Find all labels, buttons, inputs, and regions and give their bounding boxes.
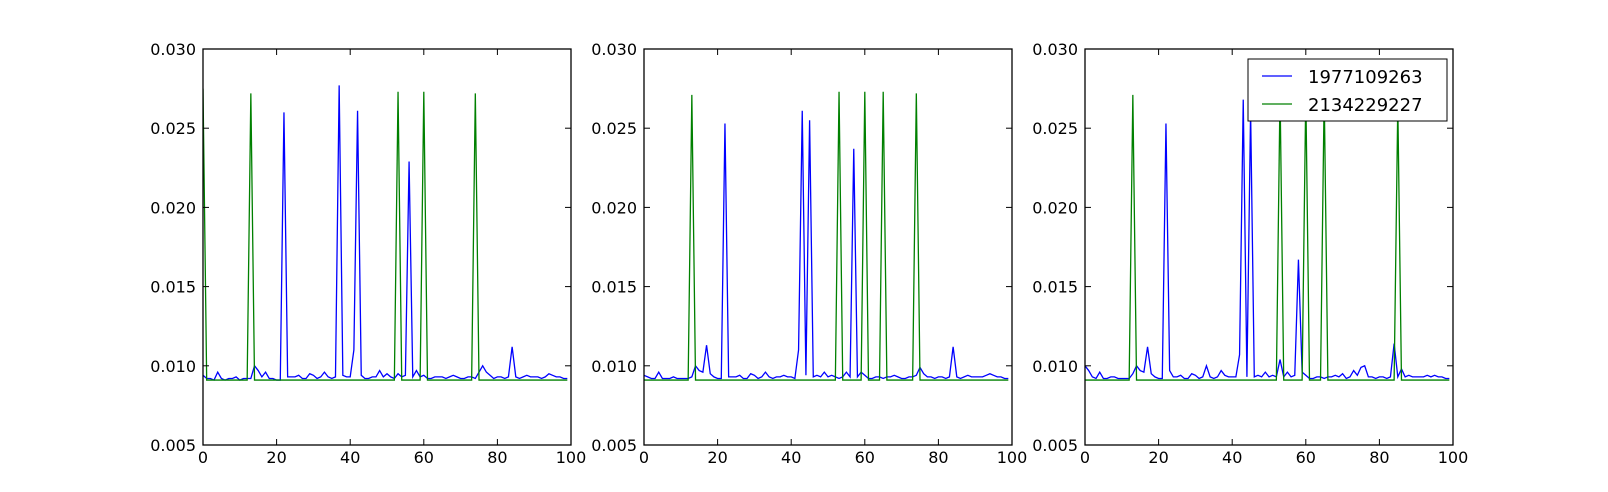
- x-tick-label: 60: [414, 448, 434, 467]
- y-tick-label: 0.010: [150, 357, 196, 376]
- x-tick-label: 80: [1369, 448, 1389, 467]
- series-line-1: [644, 110, 1009, 380]
- subplot-3: 0 20 40 60 80 100 0.005 0.010 0.015 0.020 0.025 0.0…: [1032, 40, 1468, 467]
- series-line-1: [1085, 99, 1450, 380]
- x-tick-label: 20: [1148, 448, 1168, 467]
- legend: 1977109263 2134229227: [1247, 58, 1448, 122]
- x-tick-label: 80: [487, 448, 507, 467]
- legend-label-2: 2134229227: [1308, 95, 1423, 116]
- x-tick-label: 80: [928, 448, 948, 467]
- legend-label-1: 1977109263: [1308, 67, 1423, 88]
- y-tick-label: 0.030: [1032, 40, 1078, 59]
- x-tick-label: 40: [1222, 448, 1242, 467]
- y-tick-label: 0.020: [591, 198, 637, 217]
- y-tick-label: 0.005: [150, 436, 196, 455]
- y-tick-label: 0.025: [150, 119, 196, 138]
- x-tick-label: 20: [707, 448, 727, 467]
- x-tick-label: 0: [1080, 448, 1090, 467]
- subplot-1: 0 20 40 60 80 100 0.005 0.010 0.015 0.020 0.025 0.0…: [150, 40, 586, 467]
- x-tick-label: 60: [1296, 448, 1316, 467]
- y-tick-label: 0.015: [591, 278, 637, 297]
- series-line-1: [203, 85, 568, 381]
- legend-box: [1247, 58, 1448, 122]
- y-tick-label: 0.005: [1032, 436, 1078, 455]
- series-line-2: [1085, 91, 1450, 381]
- y-tick-label: 0.015: [150, 278, 196, 297]
- x-tick-label: 40: [781, 448, 801, 467]
- plot-frame: [1084, 48, 1454, 446]
- x-tick-label: 0: [198, 448, 208, 467]
- x-tick-label: 100: [1438, 448, 1469, 467]
- y-tick-label: 0.025: [591, 119, 637, 138]
- y-tick-label: 0.030: [591, 40, 637, 59]
- y-tick-label: 0.005: [591, 436, 637, 455]
- series-line-2: [203, 88, 568, 381]
- plot-frame: [643, 48, 1013, 446]
- series-line-2: [644, 91, 1009, 381]
- y-tick-label: 0.015: [1032, 278, 1078, 297]
- y-tick-label: 0.010: [1032, 357, 1078, 376]
- y-tick-label: 0.025: [1032, 119, 1078, 138]
- x-tick-label: 60: [855, 448, 875, 467]
- x-tick-label: 0: [639, 448, 649, 467]
- y-tick-label: 0.020: [150, 198, 196, 217]
- y-tick-label: 0.020: [1032, 198, 1078, 217]
- plot-frame: [202, 48, 572, 446]
- y-tick-label: 0.010: [591, 357, 637, 376]
- x-tick-label: 20: [266, 448, 286, 467]
- x-tick-label: 100: [997, 448, 1028, 467]
- x-tick-label: 100: [556, 448, 587, 467]
- y-tick-label: 0.030: [150, 40, 196, 59]
- x-tick-label: 40: [340, 448, 360, 467]
- subplot-2: 0 20 40 60 80 100 0.005 0.010 0.015 0.020 0.025 0.0…: [591, 40, 1027, 467]
